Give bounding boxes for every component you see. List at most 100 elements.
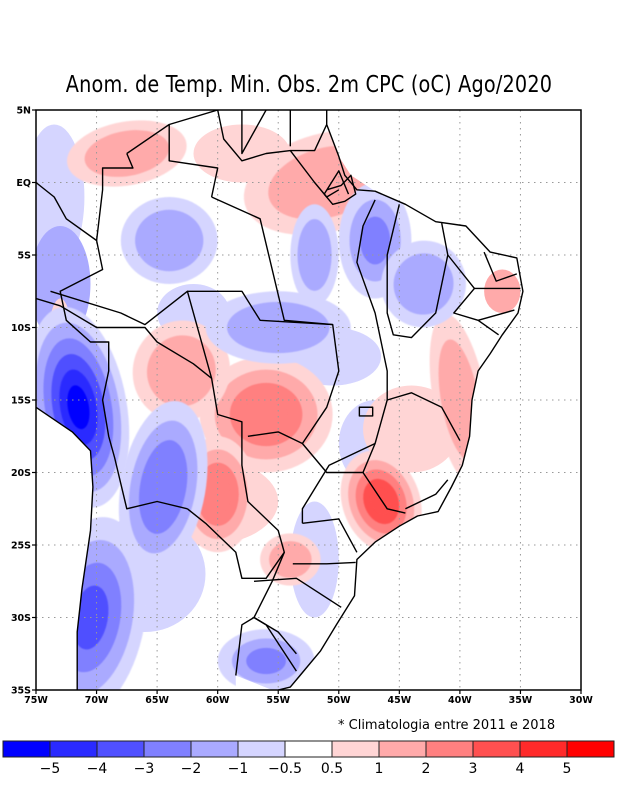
state-border-maranhao-piaui <box>386 204 449 339</box>
lat-tick-label: 10S <box>11 323 31 334</box>
state-border-bahia-minas <box>387 392 461 441</box>
lat-tick-label: 5N <box>16 106 31 117</box>
anomaly-contour <box>244 396 288 433</box>
anomaly-contour <box>149 222 190 259</box>
state-border-goias-minas <box>301 442 376 524</box>
brazil-west-south-border <box>36 297 297 672</box>
country-borders <box>36 110 524 690</box>
state-border-rio-grande-do-norte <box>483 251 518 282</box>
lon-tick-label: 65W <box>145 695 169 706</box>
colorbar-swatch <box>331 740 380 758</box>
colorbar-label: 5 <box>563 761 572 777</box>
lat-tick-label: 35S <box>11 686 31 697</box>
lon-tick-label: 55W <box>266 695 290 706</box>
longitude-labels: 75W 70W 65W 60W 55W 50W 45W 40W 35W 30W <box>24 690 593 706</box>
colorbar-label: 4 <box>516 761 525 777</box>
anomaly-contour <box>161 350 202 392</box>
state-border-mato-grosso-do-sul <box>247 431 303 445</box>
colorbar-swatch <box>143 740 192 758</box>
anomaly-contour <box>406 266 442 302</box>
lat-tick-label: 5S <box>18 251 32 262</box>
colorbar-swatch <box>49 740 98 758</box>
paraguay-argentina-border <box>186 508 285 579</box>
lon-tick-label: 70W <box>85 695 109 706</box>
anomaly-region <box>260 533 321 586</box>
colorbar-label: 0.5 <box>321 761 343 777</box>
state-border-roraima <box>168 124 219 198</box>
colorbar-label: 1 <box>375 761 384 777</box>
anomaly-contour <box>149 459 178 515</box>
anomaly-contour <box>67 385 90 430</box>
state-border-sao-paulo-minas <box>362 472 406 514</box>
colorbar-swatch <box>190 740 239 758</box>
colorbar-label: −0.5 <box>268 761 302 777</box>
lon-tick-label: 35W <box>509 695 533 706</box>
state-border-santa-catarina <box>292 561 356 565</box>
colorbar: −5 −4 −3 −2 −1 −0.5 0.5 1 2 3 4 5 <box>2 740 615 777</box>
colorbar-label: −4 <box>87 761 108 777</box>
lat-tick-label: EQ <box>16 178 31 189</box>
colorbar-swatch <box>378 740 427 758</box>
state-border-ne <box>447 254 500 336</box>
lat-tick-label: 25S <box>11 541 31 552</box>
rio-de-la-plata <box>235 675 273 690</box>
lat-tick-label: 15S <box>11 396 31 407</box>
state-border-pernambuco-alagoas <box>477 309 515 321</box>
federal-district <box>358 406 374 417</box>
guyana-suriname-border <box>241 110 267 155</box>
colombia-border <box>95 153 134 241</box>
colorbar-swatch <box>2 740 51 758</box>
colorbar-label: −1 <box>228 761 249 777</box>
lat-tick-label: 20S <box>11 468 31 479</box>
anomaly-contour <box>360 216 391 265</box>
atlantic-coastline <box>278 110 524 690</box>
colorbar-label: −2 <box>181 761 202 777</box>
pacific-ocean <box>36 407 93 690</box>
anomaly-contour <box>447 364 473 436</box>
pacific-coastline <box>36 406 94 690</box>
colorbar-swatch <box>237 740 286 758</box>
anomaly-contour <box>246 647 287 675</box>
lon-tick-label: 60W <box>206 695 230 706</box>
marajo-island <box>323 170 357 206</box>
guianas-border <box>217 110 328 162</box>
colorbar-swatch <box>566 740 615 758</box>
anomaly-region <box>290 204 339 306</box>
state-border-amazonas-mato-grosso <box>187 290 333 326</box>
colorbar-swatch <box>472 740 521 758</box>
anomaly-contour <box>304 234 325 276</box>
state-border-rio-grande-do-sul <box>253 577 342 608</box>
lon-tick-label: 40W <box>448 695 472 706</box>
latitude-labels: 5N EQ 5S 10S 15S 20S 25S 30S 35S <box>11 106 36 697</box>
uruguay-border <box>235 616 297 676</box>
lon-tick-label: 30W <box>569 695 593 706</box>
colorbar-label: 3 <box>469 761 478 777</box>
state-border-central <box>211 196 388 474</box>
colorbar-swatch <box>284 740 333 758</box>
colorbar-label: −5 <box>40 761 61 777</box>
colorbar-label: −3 <box>134 761 155 777</box>
colorbar-swatch <box>425 740 474 758</box>
map-title: Anom. de Temp. Min. Obs. 2m CPC (oC) Ago… <box>65 72 553 98</box>
lon-tick-label: 50W <box>327 695 351 706</box>
anomaly-region <box>132 320 231 422</box>
lat-tick-label: 30S <box>11 613 31 624</box>
state-border-rio <box>405 479 449 510</box>
state-border-amapa <box>289 150 340 198</box>
anomaly-field <box>36 110 581 690</box>
anomaly-region <box>118 401 208 573</box>
climatology-footnote: * Climatologia entre 2011 e 2018 <box>338 718 556 733</box>
colorbar-swatch <box>96 740 145 758</box>
anomaly-region <box>340 450 422 553</box>
state-border-parana-sp <box>302 518 358 553</box>
anomaly-region <box>199 356 333 473</box>
anomaly-region <box>120 197 218 284</box>
colorbar-swatch <box>519 740 568 758</box>
western-andes-border <box>36 181 188 510</box>
lon-tick-label: 75W <box>24 695 48 706</box>
anomaly-band <box>484 269 521 313</box>
lon-tick-label: 45W <box>387 695 411 706</box>
colorbar-label: 2 <box>422 761 431 777</box>
state-border-acre-rondonia <box>50 290 213 379</box>
